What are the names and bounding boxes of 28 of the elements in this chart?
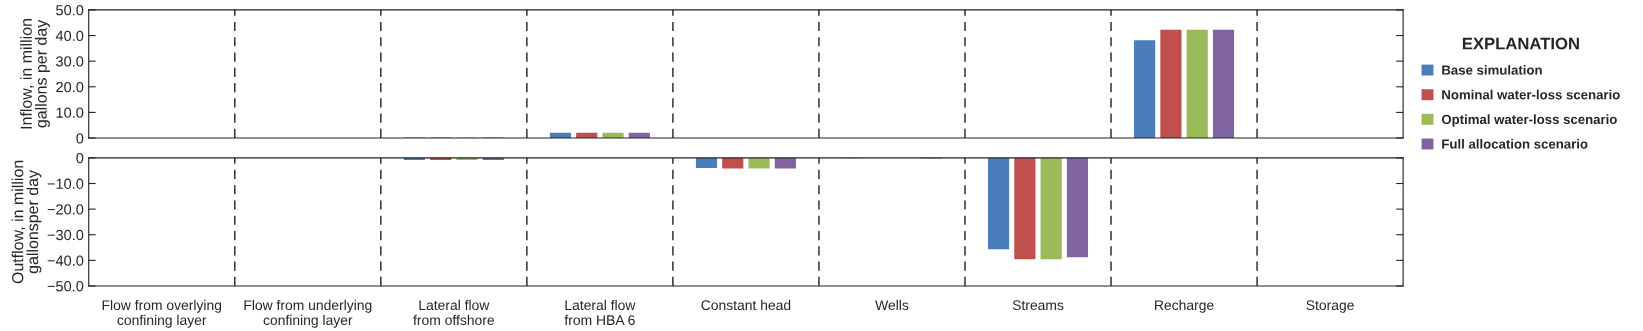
y-tick-label: −50.0 [47, 281, 84, 292]
y-tick-label: 50.0 [56, 5, 84, 16]
x-tick-label: Lateral flow from HBA 6 [564, 299, 636, 326]
y-tick-label: 30.0 [56, 56, 84, 67]
y-axis-title: Inflow, in million gallons per day [20, 19, 50, 129]
x-tick-label: Flow from overlying confining layer [102, 299, 222, 328]
x-tick-label: Storage [1306, 300, 1354, 313]
legend-label: Base simulation [1442, 65, 1542, 75]
y-tick-label: 10.0 [56, 107, 84, 118]
x-tick-label: Constant head [701, 299, 791, 311]
y-tick-label: 0 [76, 152, 84, 164]
y-tick-label: −10.0 [47, 178, 84, 189]
legend-label: Full allocation scenario [1442, 138, 1588, 149]
y-tick-label: −20.0 [47, 204, 84, 215]
x-tick-label: Flow from underlying confining layer [244, 299, 372, 328]
legend-label: Optimal water-loss scenario [1441, 114, 1617, 127]
legend-label: Nominal water-loss scenario [1442, 89, 1620, 100]
y-tick-label: 40.0 [55, 30, 84, 41]
y-tick-label: −30.0 [47, 229, 84, 241]
legend-title: EXPLANATION [1462, 37, 1579, 50]
x-tick-label: Lateral flow from offshore [413, 299, 495, 326]
y-tick-label: 0 [76, 133, 84, 144]
x-tick-label: Wells [875, 299, 909, 311]
x-tick-label: Recharge [1155, 299, 1214, 313]
y-tick-label: −40.0 [47, 255, 84, 266]
y-axis-title: Outflow, in million gallonsper day [11, 160, 42, 284]
y-tick-label: 20.0 [56, 81, 84, 93]
x-tick-label: Streams [1012, 300, 1064, 311]
